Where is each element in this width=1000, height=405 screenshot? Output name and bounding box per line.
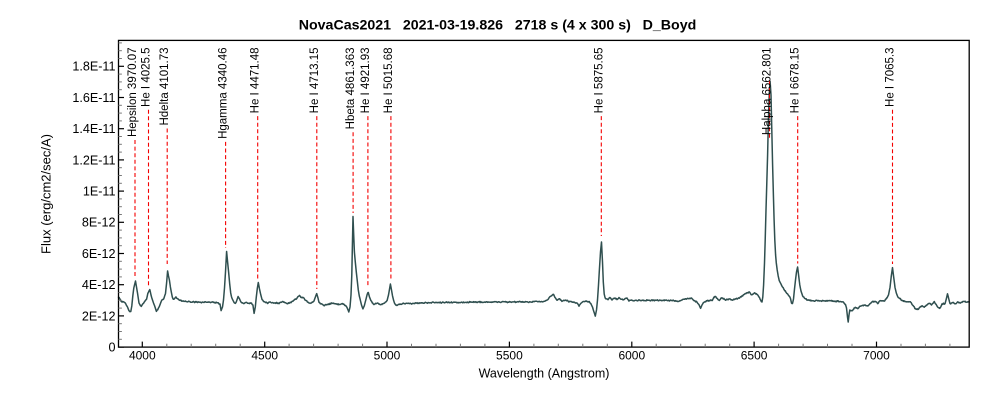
svg-text:1.6E-11: 1.6E-11 [72,91,115,105]
svg-text:He I 5875.65: He I 5875.65 [593,48,605,114]
svg-text:Hgamma 4340.46: Hgamma 4340.46 [218,48,230,139]
svg-text:4E-12: 4E-12 [82,278,116,292]
svg-text:6500: 6500 [741,349,768,363]
svg-text:Hbeta 4861.363: Hbeta 4861.363 [345,48,357,130]
svg-text:Halpha 6562.801: Halpha 6562.801 [762,48,774,136]
svg-text:He I 7065.3: He I 7065.3 [885,48,897,107]
svg-text:He I 5015.68: He I 5015.68 [383,48,395,114]
svg-text:6E-12: 6E-12 [82,247,116,261]
svg-text:Hepsilon 3970.07: Hepsilon 3970.07 [127,48,139,138]
svg-text:Flux (erg/cm2/sec/A): Flux (erg/cm2/sec/A) [39,134,54,254]
svg-text:1.4E-11: 1.4E-11 [72,122,115,136]
svg-text:He I 4921.93: He I 4921.93 [360,48,372,114]
svg-text:He I 4713.15: He I 4713.15 [309,48,321,114]
svg-text:Hdelta 4101.73: Hdelta 4101.73 [159,48,171,126]
svg-text:4500: 4500 [251,349,278,363]
svg-text:6000: 6000 [618,349,645,363]
svg-text:2E-12: 2E-12 [82,309,116,323]
svg-text:1E-11: 1E-11 [83,185,116,199]
svg-text:He I 6678.15: He I 6678.15 [790,48,802,114]
svg-text:1.8E-11: 1.8E-11 [72,60,115,74]
svg-text:He I 4471.48: He I 4471.48 [250,48,262,114]
svg-text:8E-12: 8E-12 [82,216,116,230]
svg-text:Wavelength (Angstrom): Wavelength (Angstrom) [479,367,610,381]
svg-text:NovaCas2021 2021-03-19.826: NovaCas2021 2021-03-19.826 2718 s (4 x 3… [299,18,697,34]
svg-text:5500: 5500 [496,349,523,363]
svg-text:He I 4025.5: He I 4025.5 [141,48,153,107]
svg-text:4000: 4000 [129,349,156,363]
svg-text:5000: 5000 [374,349,401,363]
svg-text:7000: 7000 [863,349,890,363]
svg-text:1.2E-11: 1.2E-11 [72,153,115,167]
svg-text:0: 0 [108,341,115,355]
